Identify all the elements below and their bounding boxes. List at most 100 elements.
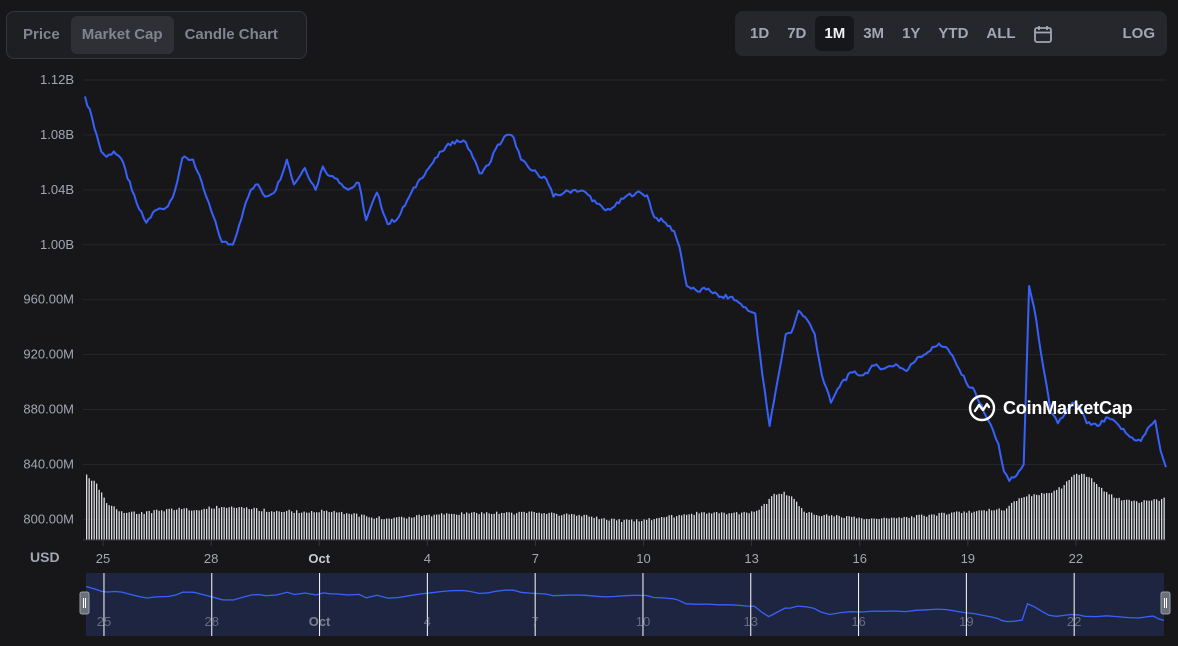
volume-bar: [863, 519, 865, 540]
y-tick-label: 800.00M: [23, 511, 74, 526]
volume-bar: [898, 517, 900, 540]
volume-bar: [983, 510, 985, 540]
volume-bar: [998, 508, 1000, 540]
volume-bar: [861, 518, 863, 540]
log-scale-toggle[interactable]: LOG: [1122, 25, 1156, 42]
volume-bar: [1023, 497, 1025, 540]
volume-bar: [418, 514, 420, 540]
navigator-right-handle[interactable]: [1160, 591, 1171, 615]
navigator-line: [85, 585, 1165, 623]
volume-bar: [786, 495, 788, 540]
volume-bar: [596, 516, 598, 540]
volume-bar: [1123, 499, 1125, 540]
volume-bar: [1101, 487, 1103, 540]
tab-price[interactable]: Price: [23, 26, 60, 43]
volume-bar: [528, 511, 530, 540]
volume-bar: [953, 512, 955, 540]
volume-bar: [1008, 505, 1010, 540]
volume-bar: [738, 514, 740, 540]
volume-bar: [298, 512, 300, 540]
volume-bar: [123, 512, 125, 540]
volume-bar: [958, 511, 960, 540]
volume-bar: [526, 513, 528, 540]
volume-bar: [453, 514, 455, 540]
volume-bar: [396, 517, 398, 540]
volume-bar: [1131, 501, 1133, 540]
volume-bar: [716, 511, 718, 540]
range-1d[interactable]: 1D: [750, 25, 770, 42]
market-cap-line[interactable]: [84, 96, 1167, 482]
volume-bar: [138, 513, 140, 540]
x-tick-label: 10: [636, 551, 650, 566]
volume-bar: [278, 511, 280, 540]
range-7d[interactable]: 7D: [787, 25, 807, 42]
volume-bar: [988, 508, 990, 540]
range-ytd[interactable]: YTD: [938, 25, 969, 42]
volume-bar: [573, 514, 575, 540]
x-axis: 25 28 Oct 4 7 10 13 16 19 22: [96, 540, 1083, 566]
volume-bar: [641, 520, 643, 540]
navigator-left-handle[interactable]: [79, 591, 90, 615]
volume-bar: [913, 517, 915, 540]
volume-bar: [1048, 493, 1050, 540]
volume-bar: [661, 516, 663, 540]
tab-candle-chart[interactable]: Candle Chart: [184, 26, 278, 43]
volume-bar: [321, 509, 323, 540]
volume-bar: [301, 512, 303, 540]
volume-bar: [161, 510, 163, 540]
volume-bar: [476, 513, 478, 540]
volume-bar: [591, 516, 593, 540]
volume-bar: [293, 512, 295, 540]
coinmarketcap-logo-icon: [968, 394, 996, 422]
navigator-window[interactable]: [86, 573, 1164, 636]
volume-bar: [211, 508, 213, 540]
volume-bar: [718, 513, 720, 540]
range-navigator[interactable]: 25 28 Oct 4 7 10 13 16 19 22: [79, 573, 1171, 636]
volume-bar: [836, 514, 838, 540]
volume-bar: [428, 514, 430, 540]
volume-bar: [1118, 497, 1120, 540]
volume-bar: [196, 510, 198, 540]
volume-bar: [686, 514, 688, 540]
y-tick-label: 1.08B: [40, 127, 74, 142]
range-1y[interactable]: 1Y: [902, 25, 921, 42]
volume-bar: [366, 516, 368, 540]
volume-bar: [1028, 494, 1030, 540]
volume-bar: [921, 514, 923, 540]
volume-bar: [156, 509, 158, 540]
range-3m[interactable]: 3M: [863, 25, 885, 42]
volume-bar: [768, 498, 770, 540]
tab-market-cap[interactable]: Market Cap: [70, 16, 174, 54]
volume-bar: [218, 508, 220, 540]
volume-bar: [936, 515, 938, 540]
range-1m[interactable]: 1M: [815, 16, 855, 51]
volume-bar: [236, 507, 238, 540]
volume-bar: [228, 507, 230, 540]
volume-bar: [763, 503, 765, 540]
volume-bar: [506, 512, 508, 540]
volume-bar: [558, 515, 560, 540]
volume-bar: [1053, 490, 1055, 540]
volume-bar: [1031, 496, 1033, 540]
volume-bar: [1063, 485, 1065, 540]
volume-bar: [866, 518, 868, 540]
volume-bar: [168, 508, 170, 540]
volume-bar: [978, 510, 980, 540]
volume-bar: [651, 520, 653, 540]
volume-bar: [551, 512, 553, 540]
volume-bar: [656, 518, 658, 540]
range-all[interactable]: ALL: [986, 25, 1016, 42]
volume-bar: [1013, 501, 1015, 540]
calendar-icon[interactable]: [1025, 16, 1061, 51]
volume-bar: [388, 518, 390, 540]
volume-bar: [1098, 486, 1100, 540]
volume-bar: [411, 517, 413, 540]
volume-bar: [183, 508, 185, 540]
volume-bar: [666, 516, 668, 540]
volume-bar: [498, 513, 500, 540]
volume-bar: [353, 513, 355, 540]
navigator-tick-label: Oct: [309, 614, 331, 629]
volume-bar: [356, 513, 358, 540]
volume-bar: [806, 513, 808, 540]
